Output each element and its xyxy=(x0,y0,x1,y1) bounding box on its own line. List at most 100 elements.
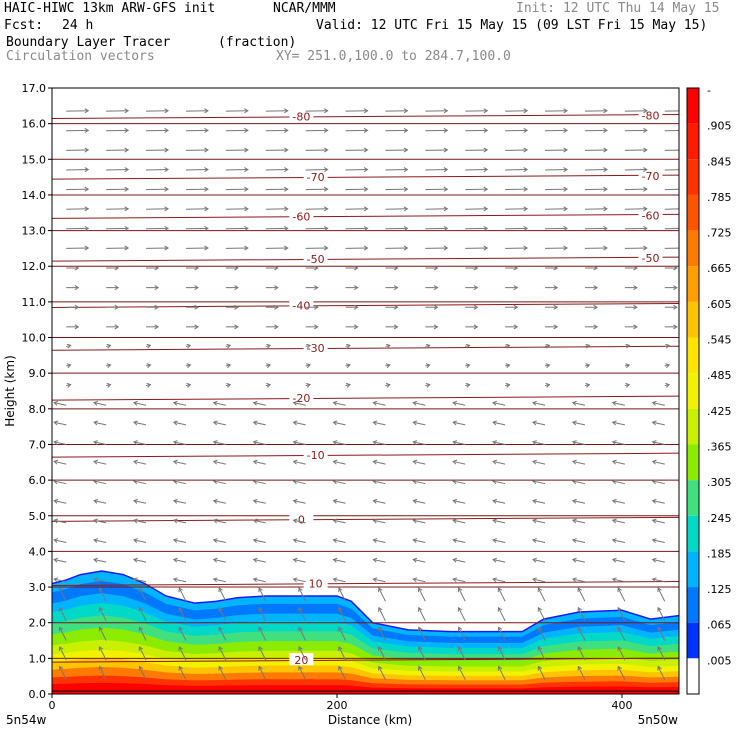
colorbar-label: .365 xyxy=(707,440,732,453)
wind-vector-head xyxy=(212,479,218,485)
wind-vector xyxy=(139,666,147,680)
wind-vector xyxy=(413,421,426,426)
wind-vector xyxy=(413,578,426,583)
wind-vector-head xyxy=(338,606,343,612)
wind-vector-head xyxy=(332,479,338,485)
y-tick-label: 14.0 xyxy=(22,189,47,202)
wind-vector-head xyxy=(164,108,170,114)
wind-vector xyxy=(458,646,466,661)
wind-vector-head xyxy=(417,587,423,593)
wind-vector-head xyxy=(683,148,686,152)
wind-vector xyxy=(572,578,586,583)
wind-vector-head xyxy=(465,343,471,349)
wind-vector-head xyxy=(412,557,418,563)
wind-vector xyxy=(652,441,665,445)
wind-vector-head xyxy=(643,206,648,212)
wind-vector xyxy=(178,627,187,641)
wind-vector-head xyxy=(234,304,239,310)
wind-vector-head xyxy=(452,420,458,426)
wind-vector-head xyxy=(338,626,343,632)
wind-vector-head xyxy=(537,646,543,651)
wind-vector xyxy=(418,587,426,602)
wind-vector xyxy=(378,666,386,680)
wind-vector-head xyxy=(483,245,489,251)
wind-vector-head xyxy=(523,225,529,231)
wind-vector-head xyxy=(537,665,543,671)
wind-vector-head xyxy=(58,626,64,632)
wind-vector-head xyxy=(252,557,258,563)
colorbar-swatch xyxy=(687,230,699,267)
wind-vector-head xyxy=(252,440,258,445)
wind-vector-head xyxy=(53,518,59,524)
wind-vector-head xyxy=(292,400,298,406)
wind-vector xyxy=(418,607,426,622)
wind-vector xyxy=(532,519,546,524)
y-tick-label: 0.0 xyxy=(29,688,47,701)
wind-vector xyxy=(93,578,107,583)
wind-vector-head xyxy=(298,626,303,632)
wind-vector xyxy=(59,607,67,622)
wind-vector xyxy=(492,519,506,524)
wind-vector-head xyxy=(292,577,298,583)
wind-vector xyxy=(173,460,187,465)
wind-vector-head xyxy=(532,538,537,543)
wind-vector xyxy=(59,666,67,680)
wind-vector-head xyxy=(505,363,511,369)
wind-vector-head xyxy=(98,587,104,593)
wind-vector-head xyxy=(443,167,449,173)
y-tick-label: 5.0 xyxy=(29,510,47,523)
wind-vector-head xyxy=(465,382,471,388)
wind-vector xyxy=(572,480,586,485)
colorbar-swatch xyxy=(687,515,699,552)
wind-vector-head xyxy=(452,479,458,485)
wind-vector-head xyxy=(363,127,369,133)
colorbar-label: .125 xyxy=(707,583,732,596)
wind-vector-head xyxy=(403,225,409,231)
colorbar-swatch xyxy=(687,123,699,160)
wind-vector-head xyxy=(372,498,378,504)
wind-vector-head xyxy=(473,285,479,291)
wind-vector xyxy=(418,646,426,661)
wind-vector-head xyxy=(212,518,218,524)
wind-vector-head xyxy=(284,225,289,231)
wind-vector-head xyxy=(138,626,144,632)
wind-vector-head xyxy=(563,108,569,114)
wind-vector-head xyxy=(545,343,551,349)
wind-vector-head xyxy=(452,440,458,445)
wind-vector-head xyxy=(218,587,223,593)
colorbar-label: .605 xyxy=(707,298,732,311)
wind-vector xyxy=(418,627,426,641)
wind-vector xyxy=(652,402,665,406)
wind-vector-head xyxy=(683,226,686,230)
wind-vector-head xyxy=(363,225,369,231)
wind-vector xyxy=(612,441,625,445)
wind-vector xyxy=(133,558,147,563)
colorbar-label: .665 xyxy=(707,262,732,275)
wind-vector xyxy=(418,666,426,680)
wind-vector-head xyxy=(372,479,378,485)
wind-vector-head xyxy=(244,127,249,133)
wind-vector-head xyxy=(218,626,223,632)
wind-vector xyxy=(293,402,306,406)
contour-label-bg xyxy=(289,209,314,222)
wind-vector-head xyxy=(378,626,383,632)
wind-vector xyxy=(213,539,226,543)
wind-vector-head xyxy=(345,343,351,349)
wind-vector-head xyxy=(292,538,298,543)
wind-vector-head xyxy=(412,479,418,485)
wind-vector-head xyxy=(651,400,657,406)
wind-vector-head xyxy=(218,606,223,612)
wind-vector xyxy=(173,578,187,583)
wind-vector xyxy=(652,421,665,426)
wind-vector-head xyxy=(593,265,599,271)
wind-vector-head xyxy=(457,587,463,593)
wind-vector xyxy=(258,607,267,622)
y-tick-label: 8.0 xyxy=(29,403,47,416)
wind-vector-head xyxy=(393,324,399,330)
wind-vector-head xyxy=(577,606,582,612)
wind-vector-head xyxy=(74,265,80,271)
wind-vector-head xyxy=(98,626,104,632)
wind-vector xyxy=(378,627,386,641)
wind-vector-head xyxy=(443,127,449,133)
wind-vector xyxy=(213,558,226,563)
